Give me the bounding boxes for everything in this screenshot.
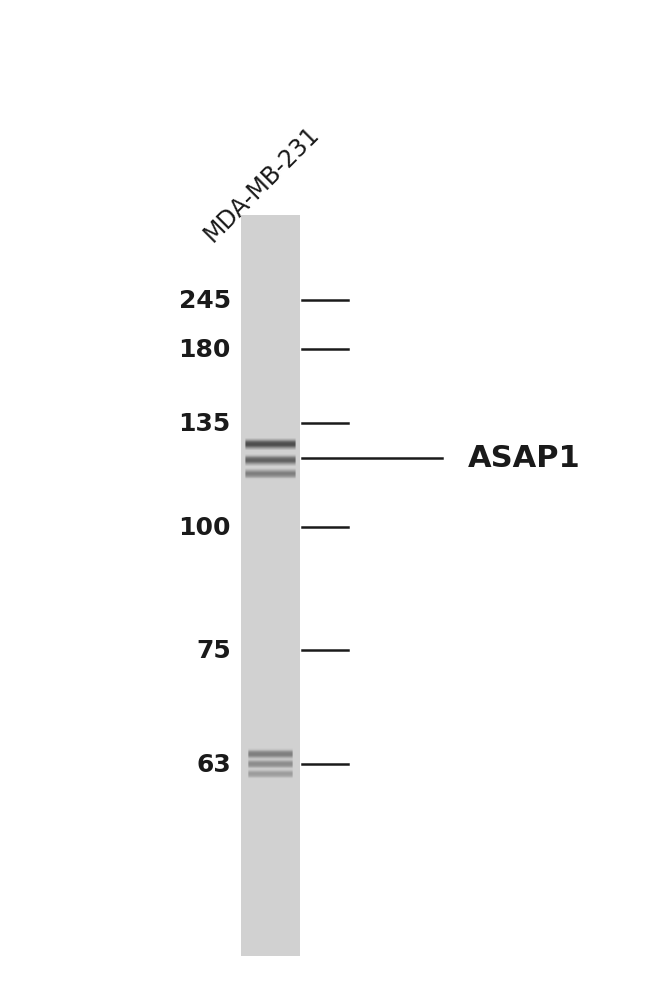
Text: ASAP1: ASAP1 <box>468 444 580 473</box>
Text: MDA-MB-231: MDA-MB-231 <box>199 121 324 246</box>
Text: 75: 75 <box>196 639 231 663</box>
Text: 63: 63 <box>196 752 231 776</box>
Text: 100: 100 <box>178 516 231 539</box>
Text: 135: 135 <box>179 412 231 436</box>
Text: 245: 245 <box>179 289 231 313</box>
Text: 180: 180 <box>178 338 231 362</box>
